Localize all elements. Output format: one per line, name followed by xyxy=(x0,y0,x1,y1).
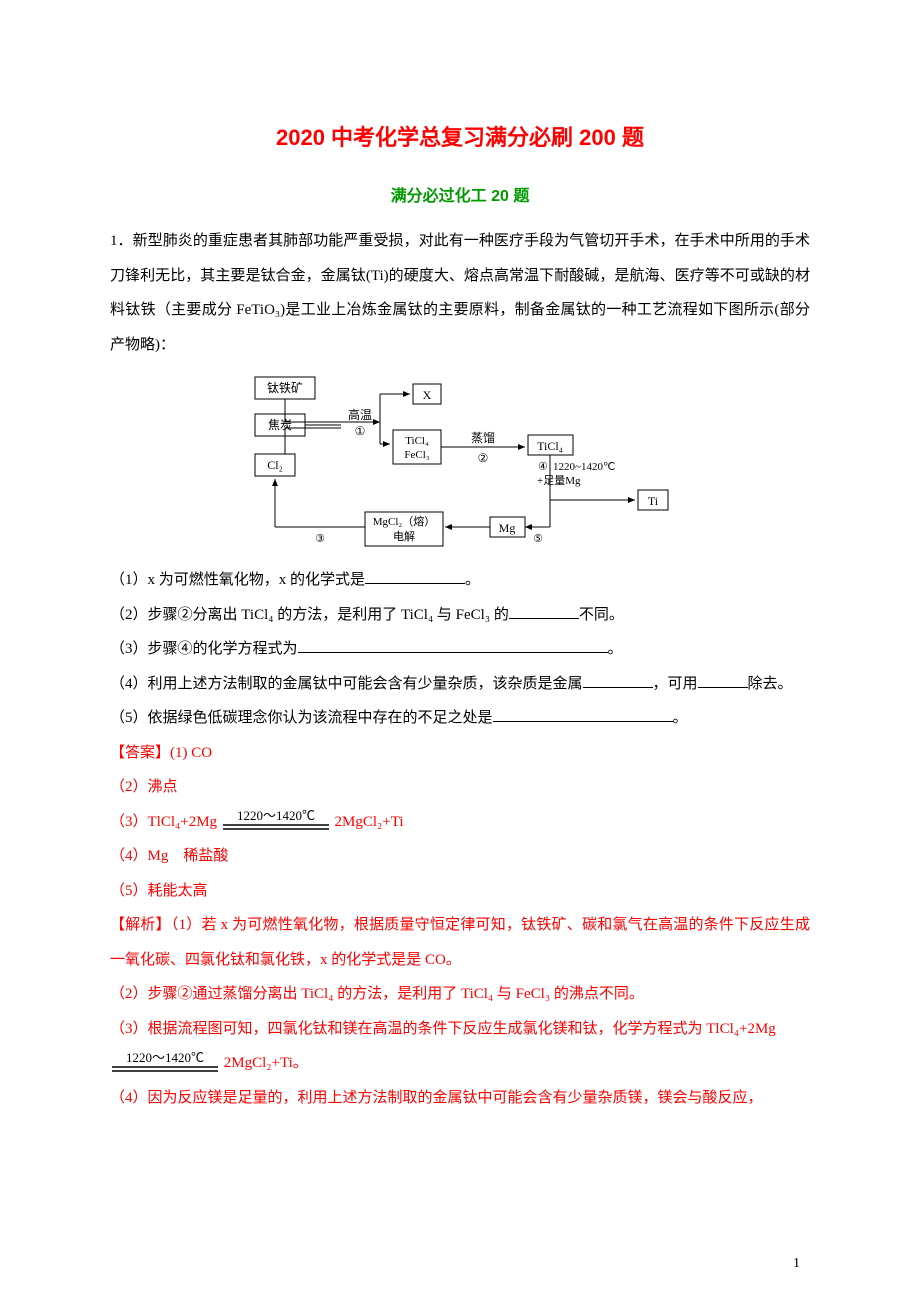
q3-text-a: 步骤④的化学方程式为 xyxy=(148,641,298,657)
step4-num: ④ xyxy=(538,461,548,473)
step4-cond2: +足量Mg xyxy=(537,474,581,487)
question-2: （2）步骤②分离出 TiCl₄ 的方法，是利用了 TiCl₄ 与 FeCl₃ 的… xyxy=(110,598,810,633)
exp1-text: （1）若 x 为可燃性氧化物，根据质量守恒定律可知，钛铁矿、碳和氯气在高温的条件… xyxy=(110,917,810,968)
ans4-label: （4） xyxy=(110,848,148,864)
q4-label: （4） xyxy=(110,676,148,692)
q4-text-b: ，可用 xyxy=(653,676,698,692)
node-ticl4-a: TiCl₄ xyxy=(405,435,429,447)
intro-text: 新型肺炎的重症患者其肺部功能严重受损，对此有一种医疗手段为气管切开手术，在手术中… xyxy=(110,233,810,353)
q5-text-a: 依据绿色低碳理念你认为该流程中存在的不足之处是 xyxy=(148,710,493,726)
question-4: （4）利用上述方法制取的金属钛中可能会含有少量杂质，该杂质是金属 ，可用 除去。 xyxy=(110,667,810,702)
eq3-right: 2MgCl₂+Ti xyxy=(331,814,404,830)
node-ti: Ti xyxy=(648,494,659,508)
q3-text-b: 。 xyxy=(608,641,623,657)
document-page: 2020 中考化学总复习满分必刷 200 题 满分必过化工 20 题 1．新型肺… xyxy=(0,0,920,1302)
answer-2: 沸点 xyxy=(148,779,178,795)
step1-label: 高温 xyxy=(348,407,372,422)
eq3-left: TlCl₄+2Mg xyxy=(148,814,218,830)
blank xyxy=(583,672,653,688)
answer-header: 【答案】 xyxy=(110,745,170,761)
q1-text-b: 。 xyxy=(465,572,480,588)
answer-4b: 稀盐酸 xyxy=(183,848,228,864)
node-fecl3: FeCl₃ xyxy=(404,449,429,461)
node-ore: 钛铁矿 xyxy=(267,380,303,395)
intro-paragraph: 1．新型肺炎的重症患者其肺部功能严重受损，对此有一种医疗手段为气管切开手术，在手… xyxy=(110,224,810,362)
svg-text:1220～1420℃: 1220～1420℃ xyxy=(126,1050,204,1065)
step3-num: ③ xyxy=(315,533,325,545)
q5-text-b: 。 xyxy=(673,710,688,726)
explanation-3b: 1220～1420℃ 2MgCl₂+Ti。 xyxy=(110,1046,810,1081)
ans3-label: （3） xyxy=(110,814,148,830)
step1-num: ① xyxy=(355,424,366,438)
q2-label: （2） xyxy=(110,607,148,623)
node-mgcl2-a: MgCl₂（熔） xyxy=(373,514,436,528)
sub-title: 满分必过化工 20 题 xyxy=(110,182,810,206)
explanation-1: 【解析】（1）若 x 为可燃性氧化物，根据质量守恒定律可知，钛铁矿、碳和氯气在高… xyxy=(110,908,810,977)
node-coke: 焦炭 xyxy=(268,418,292,432)
node-ticl4-b: TiCl₄ xyxy=(537,439,563,453)
node-x: X xyxy=(423,388,432,402)
answer-5: 耗能太高 xyxy=(148,883,208,899)
question-1: （1）x 为可燃性氧化物，x 的化学式是 。 xyxy=(110,563,810,598)
equation-3: TlCl₄+2Mg 1220～1420℃ 2MgCl₂+Ti xyxy=(148,814,404,830)
page-number: 1 xyxy=(793,1256,800,1272)
explain-header: 【解析】 xyxy=(110,917,171,933)
blank xyxy=(509,603,579,619)
answer-3-line: （3）TlCl₄+2Mg 1220～1420℃ 2MgCl₂+Ti xyxy=(110,805,810,840)
ans5-label: （5） xyxy=(110,883,148,899)
answer-1: (1) CO xyxy=(170,745,212,761)
q1-text-a: x 为可燃性氧化物，x 的化学式是 xyxy=(148,572,366,588)
flowchart-diagram: 钛铁矿 焦炭 Cl₂ 高温 ① X TiCl₄ F xyxy=(110,372,810,557)
flowchart-svg: 钛铁矿 焦炭 Cl₂ 高温 ① X TiCl₄ F xyxy=(235,372,685,552)
reaction-condition-icon: 1220～1420℃ xyxy=(221,808,331,836)
reaction-condition-icon: 1220～1420℃ xyxy=(110,1050,220,1078)
node-cl2: Cl₂ xyxy=(267,458,283,472)
q4-text-a: 利用上述方法制取的金属钛中可能会含有少量杂质，该杂质是金属 xyxy=(148,676,583,692)
blank xyxy=(493,706,673,722)
blank xyxy=(365,568,465,584)
ans2-label: （2） xyxy=(110,779,148,795)
answer-2-line: （2）沸点 xyxy=(110,770,810,805)
explanation-2: （2）步骤②通过蒸馏分离出 TiCl₄ 的方法，是利用了 TiCl₄ 与 FeC… xyxy=(110,977,810,1012)
explanation-4: （4）因为反应镁是足量的，利用上述方法制取的金属钛中可能会含有少量杂质镁，镁会与… xyxy=(110,1081,810,1116)
question-3: （3）步骤④的化学方程式为 。 xyxy=(110,632,810,667)
blank xyxy=(698,672,748,688)
question-5: （5）依据绿色低碳理念你认为该流程中存在的不足之处是 。 xyxy=(110,701,810,736)
answer-5-line: （5）耗能太高 xyxy=(110,874,810,909)
q2-text-b: 不同。 xyxy=(579,607,624,623)
answer-4-line: （4）Mg 稀盐酸 xyxy=(110,839,810,874)
step2-num: ② xyxy=(478,451,489,465)
answer-4a: Mg xyxy=(148,848,169,864)
question-number: 1． xyxy=(110,233,133,249)
step4-cond1: 1220~1420℃ xyxy=(553,461,615,473)
exp3-b: 2MgCl₂+Ti。 xyxy=(220,1055,308,1071)
q2-text-a: 步骤②分离出 TiCl₄ 的方法，是利用了 TiCl₄ 与 FeCl₃ 的 xyxy=(148,607,509,623)
svg-text:1220～1420℃: 1220～1420℃ xyxy=(237,808,315,823)
q3-label: （3） xyxy=(110,641,148,657)
main-title: 2020 中考化学总复习满分必刷 200 题 xyxy=(110,120,810,152)
q4-text-c: 除去。 xyxy=(748,676,793,692)
explanation-3: （3）根据流程图可知，四氯化钛和镁在高温的条件下反应生成氯化镁和钛，化学方程式为… xyxy=(110,1012,810,1047)
node-mgcl2-b: 电解 xyxy=(393,529,415,543)
exp3-a: （3）根据流程图可知，四氯化钛和镁在高温的条件下反应生成氯化镁和钛，化学方程式为… xyxy=(110,1021,776,1037)
q1-label: （1） xyxy=(110,572,148,588)
blank xyxy=(298,637,608,653)
q5-label: （5） xyxy=(110,710,148,726)
step2-label: 蒸馏 xyxy=(471,431,495,445)
node-mg: Mg xyxy=(499,521,516,535)
answer-block: 【答案】(1) CO xyxy=(110,736,810,771)
step5-num: ⑤ xyxy=(533,533,543,545)
